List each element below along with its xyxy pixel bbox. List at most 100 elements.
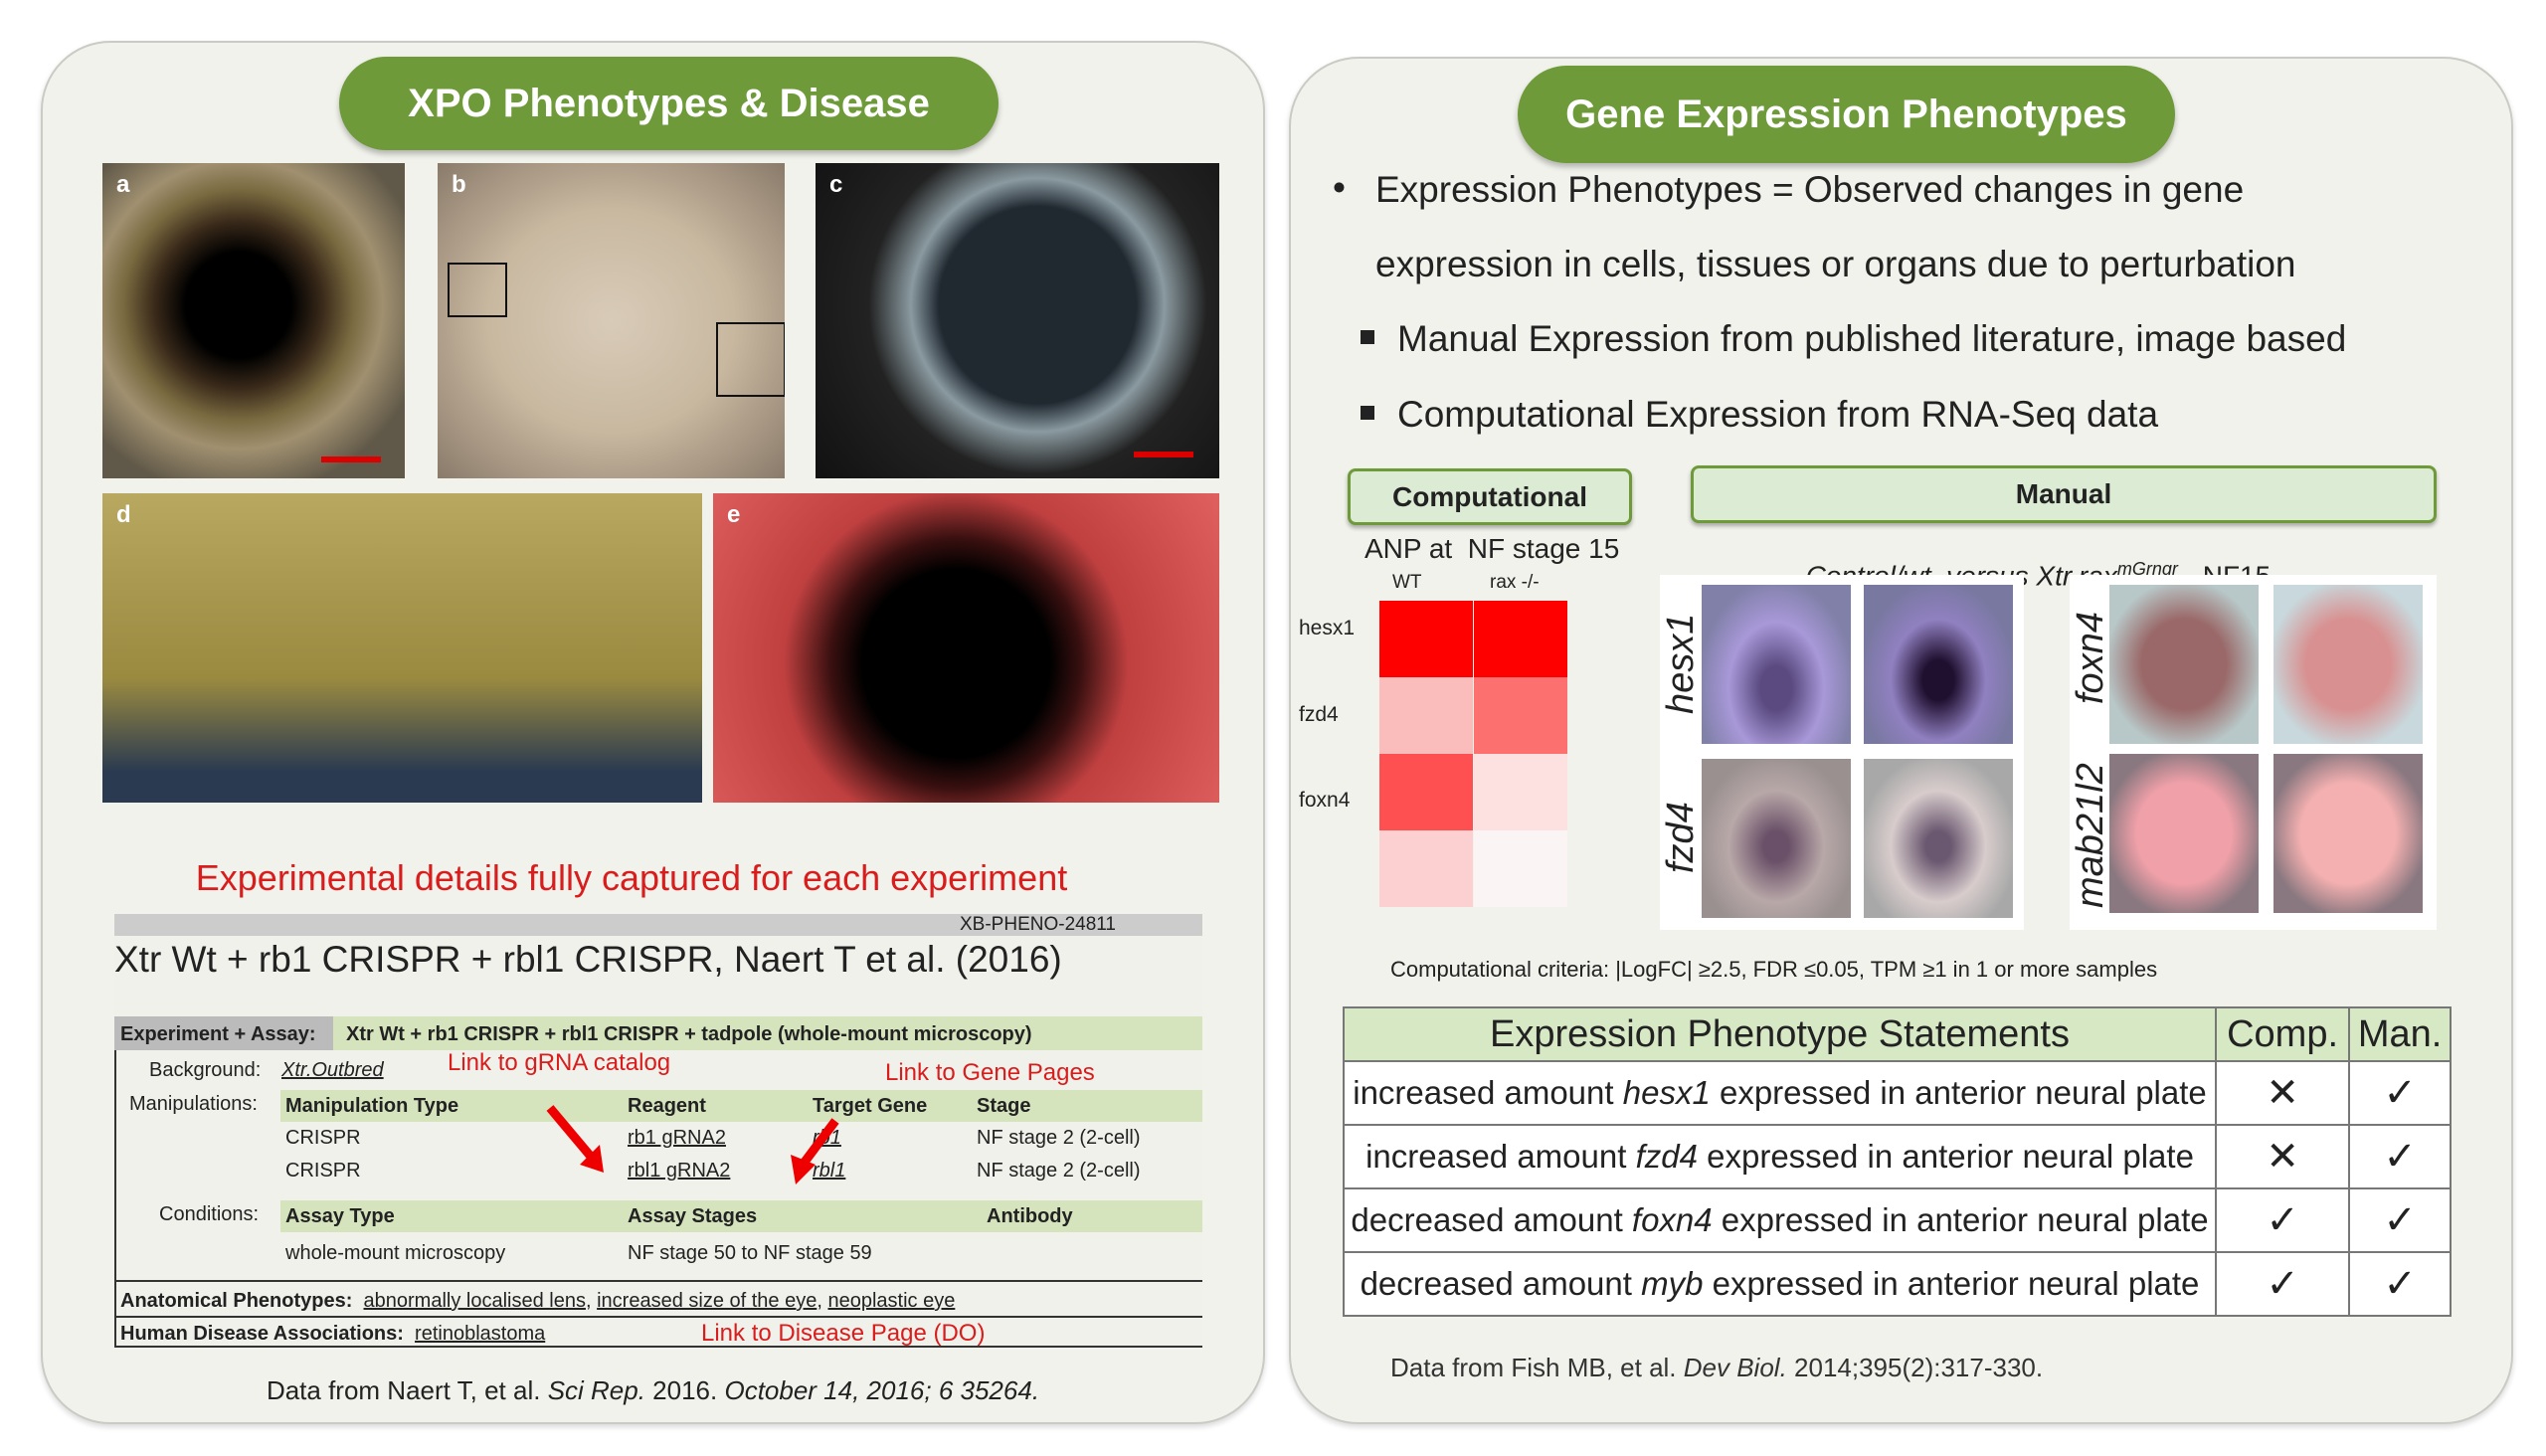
statements-table: Expression Phenotype Statements Comp. Man.… xyxy=(1343,1006,2452,1317)
col-target-gene: Target Gene xyxy=(813,1095,928,1117)
photo-label: d xyxy=(116,501,131,528)
manip-label: Manipulations: xyxy=(129,1093,258,1115)
photo-label: e xyxy=(727,501,741,528)
photo-label: c xyxy=(829,171,843,198)
col-manip-type: Manipulation Type xyxy=(285,1095,459,1117)
exp-label: Experiment + Assay: xyxy=(120,1023,316,1045)
anat-row: Anatomical Phenotypes: abnormally locali… xyxy=(120,1290,956,1312)
footer-text: Data from Naert T, et al. xyxy=(266,1375,548,1405)
gene-label-foxn4: foxn4 xyxy=(2070,612,2111,704)
disease-annotation: Link to Disease Page (DO) xyxy=(701,1320,986,1347)
footer-text: 2014;395(2):317-330. xyxy=(1786,1353,2044,1382)
assay-stages: NF stage 50 to NF stage 59 xyxy=(628,1242,872,1264)
gene-annotation: Link to Gene Pages xyxy=(885,1059,1095,1086)
statement-text: expressed in anterior neural plate xyxy=(1712,1201,2209,1238)
disease-link[interactable]: retinoblastoma xyxy=(415,1323,546,1345)
gene-link[interactable]: rbl1 xyxy=(813,1160,846,1182)
bg-link[interactable]: Xtr.Outbred xyxy=(281,1059,384,1081)
heatmap xyxy=(1379,601,1568,909)
man-mark-icon: ✓ xyxy=(2348,1187,2452,1253)
heat-row-label: fzd4 xyxy=(1299,703,1339,726)
gene-label-fzd4: fzd4 xyxy=(1660,802,1702,873)
sub-bullet-1: Manual Expression from published literat… xyxy=(1397,318,2347,359)
table-header-row: Expression Phenotype Statements Comp. Man. xyxy=(1343,1006,2452,1062)
embryo-image xyxy=(1864,759,2013,918)
footer-journal: Dev Biol. xyxy=(1683,1353,1787,1382)
statement-text: expressed in anterior neural plate xyxy=(1703,1265,2200,1302)
selection-box xyxy=(448,263,507,317)
left-footer: Data from Naert T, et al. Sci Rep. 2016.… xyxy=(41,1375,1265,1406)
footer-text: Data from Fish MB, et al. xyxy=(1390,1353,1684,1382)
manip-type: CRISPR xyxy=(285,1127,361,1149)
man-mark-icon: ✓ xyxy=(2348,1124,2452,1189)
man-mark-icon: ✓ xyxy=(2348,1060,2452,1126)
statement-gene: myb xyxy=(1641,1265,1704,1302)
bullet-1a: Expression Phenotypes = Observed changes… xyxy=(1375,169,2245,210)
cond-header-row xyxy=(280,1200,1202,1232)
divider xyxy=(114,1316,1202,1318)
manip-header-row xyxy=(280,1090,1202,1122)
heatmap-cell xyxy=(1379,677,1473,754)
anat-label: Anatomical Phenotypes: xyxy=(120,1290,353,1312)
heatmap-cell xyxy=(1379,754,1473,830)
photo-a: a xyxy=(102,163,405,478)
heat-col-label: WT xyxy=(1392,572,1422,593)
comp-mark-icon: ✓ xyxy=(2214,1251,2351,1317)
embryo-image xyxy=(2109,585,2259,744)
col-stage: Stage xyxy=(977,1095,1031,1117)
heat-row-label: foxn4 xyxy=(1299,789,1351,812)
statement-gene: foxn4 xyxy=(1631,1201,1713,1238)
computational-label: Computational xyxy=(1348,468,1632,525)
anat-link[interactable]: abnormally localised lens xyxy=(363,1290,586,1312)
right-title: Gene Expression Phenotypes xyxy=(1518,66,2175,163)
comp-mark-icon: ✕ xyxy=(2214,1124,2351,1189)
id-bar xyxy=(114,914,1202,936)
anp-subtitle: ANP at NF stage 15 xyxy=(1364,533,1620,564)
statement-text: increased amount xyxy=(1353,1074,1623,1111)
statement: decreased amount myb expressed in anteri… xyxy=(1343,1251,2217,1317)
statement-gene: hesx1 xyxy=(1622,1074,1711,1111)
photo-b: b xyxy=(438,163,785,478)
ish-images-right: foxn4 mab21l2 xyxy=(2070,575,2437,930)
manip-type: CRISPR xyxy=(285,1160,361,1182)
header-statements: Expression Phenotype Statements xyxy=(1343,1006,2217,1062)
bullet-1b: expression in cells, tissues or organs d… xyxy=(1375,244,2296,284)
anat-link[interactable]: neoplastic eye xyxy=(827,1290,956,1312)
heatmap-cell xyxy=(1474,754,1567,830)
reagent-link[interactable]: rbl1 gRNA2 xyxy=(628,1160,731,1182)
left-title: XPO Phenotypes & Disease xyxy=(339,57,999,150)
label-cell xyxy=(114,1016,333,1050)
lower-frame xyxy=(114,1282,1202,1348)
footer-journal: Sci Rep. xyxy=(547,1375,645,1405)
value-cell xyxy=(333,1016,1202,1050)
anat-link[interactable]: increased size of the eye xyxy=(597,1290,818,1312)
statement: increased amount fzd4 expressed in anter… xyxy=(1343,1124,2217,1189)
man-mark-icon: ✓ xyxy=(2348,1251,2452,1317)
red-arrow-icon xyxy=(546,1105,839,1184)
bullet-icon: • xyxy=(1333,167,1346,208)
disease-row: Human Disease Associations: retinoblasto… xyxy=(120,1323,545,1346)
footer-date: October 14, 2016; 6 35264. xyxy=(724,1375,1040,1405)
phenotype-record: XB-PHENO-24811 Xtr Wt + rb1 CRISPR + rbl… xyxy=(114,914,1202,1348)
heat-row-label: hesx1 xyxy=(1299,617,1356,639)
col-assay-type: Assay Type xyxy=(285,1205,395,1227)
statement-text: decreased amount xyxy=(1360,1265,1642,1302)
disease-label: Human Disease Associations: xyxy=(120,1323,404,1345)
statement-row: increased amount fzd4 expressed in anter… xyxy=(1343,1124,2452,1189)
cond-label: Conditions: xyxy=(159,1203,260,1225)
square-bullet-icon xyxy=(1361,406,1374,420)
embryo-image xyxy=(2109,754,2259,913)
embryo-image xyxy=(1864,585,2013,744)
statement-gene: fzd4 xyxy=(1635,1138,1698,1175)
reagent-link[interactable]: rb1 gRNA2 xyxy=(628,1127,726,1149)
col-reagent: Reagent xyxy=(628,1095,706,1117)
col-assay-stages: Assay Stages xyxy=(628,1205,758,1227)
statement-text: expressed in anterior neural plate xyxy=(1697,1138,2194,1175)
ish-images-left: hesx1 fzd4 xyxy=(1660,575,2024,930)
heat-col-label: rax -/- xyxy=(1490,572,1540,593)
photo-e: e xyxy=(713,493,1219,803)
assay-type: whole-mount microscopy xyxy=(285,1242,506,1264)
photo-c: c xyxy=(816,163,1219,478)
comp-mark-icon: ✕ xyxy=(2214,1060,2351,1126)
heatmap-cell xyxy=(1474,601,1567,677)
